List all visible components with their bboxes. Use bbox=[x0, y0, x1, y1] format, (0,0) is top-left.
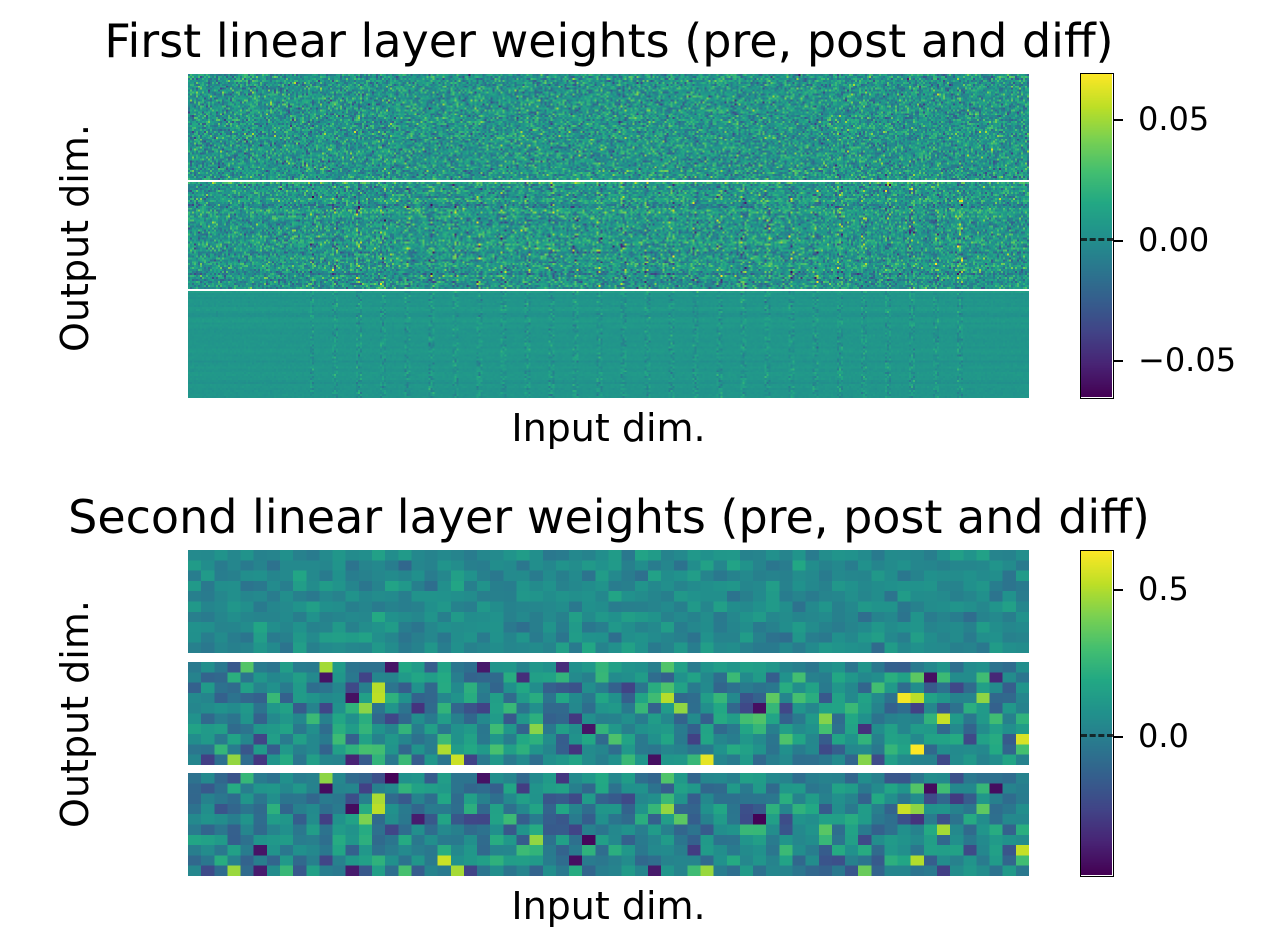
chart2-colorbar bbox=[1080, 550, 1123, 877]
chart2-xlabel: Input dim. bbox=[511, 884, 706, 928]
chart1-heatmap bbox=[188, 74, 1029, 398]
chart1-colorbar-ticklabel-0: 0.05 bbox=[1138, 100, 1210, 138]
chart1-panel-pre bbox=[188, 74, 1029, 180]
chart2-panel-pre bbox=[188, 550, 1029, 653]
chart1-colorbar-ticklabel-1: 0.00 bbox=[1138, 221, 1210, 259]
chart1-colorbar-ticklabel-2: −0.05 bbox=[1138, 341, 1237, 379]
chart2-colorbar-tick-0 bbox=[1113, 589, 1123, 591]
chart2-panel-diff bbox=[188, 773, 1029, 876]
chart1-colorbar-tick-1 bbox=[1113, 240, 1123, 242]
chart2-panel-post bbox=[188, 662, 1029, 765]
chart1-title: First linear layer weights (pre, post an… bbox=[104, 14, 1114, 68]
chart2-title: Second linear layer weights (pre, post a… bbox=[68, 490, 1150, 544]
chart2-colorbar-ticklabel-0: 0.5 bbox=[1138, 570, 1189, 608]
chart1-colorbar-tick-2 bbox=[1113, 360, 1123, 362]
chart1-panel-diff bbox=[188, 291, 1029, 398]
chart2-colorbar-zero-line bbox=[1081, 734, 1113, 740]
chart1-panel-post bbox=[188, 182, 1029, 289]
chart1-colorbar-zero-line bbox=[1081, 238, 1113, 244]
chart2-colorbar-tick-1 bbox=[1113, 736, 1123, 738]
chart1-xlabel: Input dim. bbox=[511, 406, 706, 450]
chart2-ylabel: Output dim. bbox=[53, 600, 97, 828]
chart1-colorbar-tick-0 bbox=[1113, 119, 1123, 121]
chart2-heatmap bbox=[188, 550, 1029, 876]
chart1-ylabel: Output dim. bbox=[53, 124, 97, 352]
chart1-colorbar bbox=[1080, 73, 1123, 399]
chart2-colorbar-ticklabel-1: 0.0 bbox=[1138, 717, 1189, 755]
